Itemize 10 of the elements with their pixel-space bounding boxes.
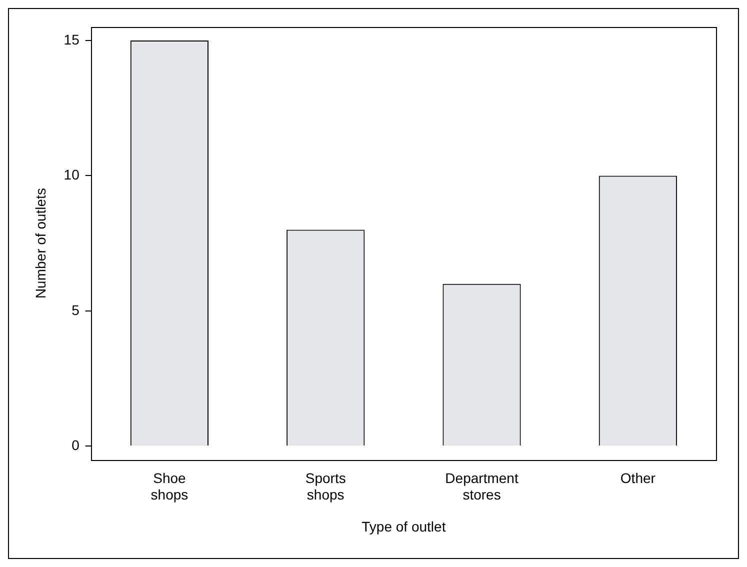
x-tick-label: Department stores xyxy=(445,470,518,503)
y-tick-label: 15 xyxy=(64,31,80,48)
x-tick-label: Shoe shops xyxy=(150,470,188,503)
y-tick-label: 0 xyxy=(72,436,80,453)
y-tick-label: 5 xyxy=(72,302,80,318)
x-tick-label: Sports shops xyxy=(305,470,346,503)
y-tick-label: 10 xyxy=(64,166,80,183)
x-tick-label: Other xyxy=(620,470,656,486)
y-axis-title: Number of outlets xyxy=(32,188,48,299)
x-axis-title: Type of outlet xyxy=(362,518,446,534)
